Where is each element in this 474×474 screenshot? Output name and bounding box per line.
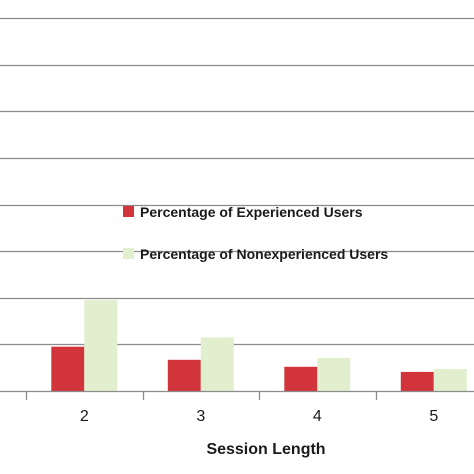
bar-nonexperienced-3	[200, 337, 234, 391]
x-axis-label: Session Length	[206, 441, 325, 458]
bar-experienced-4	[284, 366, 318, 391]
x-tick-label: 5	[429, 408, 438, 425]
gridlines	[0, 17, 474, 346]
legend-label-experienced: Percentage of Experienced Users	[140, 204, 363, 220]
legend-label-nonexperienced: Percentage of Nonexperienced Users	[140, 246, 388, 262]
x-tick-label: 4	[313, 408, 322, 425]
legend: Percentage of Experienced Users Percenta…	[123, 204, 388, 262]
bar-experienced-5	[400, 371, 434, 391]
bar-experienced-3	[167, 359, 201, 391]
legend-swatch-experienced	[123, 206, 134, 217]
x-tick-label: 2	[80, 408, 89, 425]
legend-swatch-nonexperienced	[123, 248, 134, 259]
x-tick-labels: 2 3 4 5	[80, 408, 438, 425]
bar-nonexperienced-5	[433, 369, 467, 391]
x-tick-label: 3	[196, 408, 205, 425]
bar-nonexperienced-4	[317, 357, 351, 391]
x-axis	[0, 390, 474, 400]
bar-nonexperienced-2	[84, 300, 118, 391]
bar-experienced-2	[51, 346, 85, 391]
bars	[51, 300, 467, 391]
